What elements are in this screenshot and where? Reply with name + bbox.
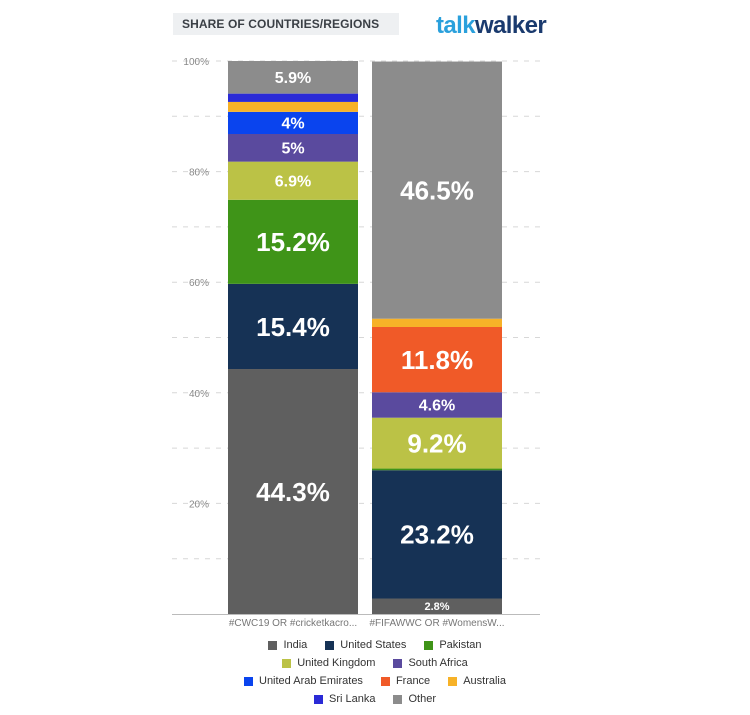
legend-label: Pakistan bbox=[439, 639, 482, 651]
legend-swatch bbox=[380, 676, 390, 686]
legend-label: South Africa bbox=[408, 657, 468, 669]
legend-item[interactable]: United Arab Emirates bbox=[244, 675, 363, 687]
y-tick-label: 80% bbox=[189, 168, 209, 179]
bar-segment bbox=[372, 470, 502, 599]
legend-item[interactable]: South Africa bbox=[393, 657, 468, 669]
data-label: 6.9% bbox=[275, 173, 311, 190]
bar-segment bbox=[372, 417, 502, 469]
bar-segment bbox=[372, 326, 502, 393]
legend-row: United Arab Emirates France Australia bbox=[0, 672, 750, 690]
legend-item[interactable]: India bbox=[268, 639, 307, 651]
legend-item[interactable]: Other bbox=[393, 693, 436, 705]
legend-item[interactable]: France bbox=[380, 675, 431, 687]
legend-row: United Kingdom South Africa bbox=[0, 654, 750, 672]
legend-item[interactable]: Pakistan bbox=[424, 639, 482, 651]
legend-swatch bbox=[393, 694, 403, 704]
chart-legend: India United States Pakistan United Kingdom… bbox=[0, 636, 750, 708]
bar-segment bbox=[228, 161, 358, 200]
logo-part-walker: walker bbox=[474, 12, 547, 39]
legend-label: France bbox=[395, 675, 431, 687]
legend-row: India United States Pakistan bbox=[0, 636, 750, 654]
logo-part-talk: talk bbox=[436, 12, 476, 39]
bar-segment bbox=[228, 101, 358, 112]
legend-label: Sri Lanka bbox=[329, 693, 376, 705]
bar-segment bbox=[228, 199, 358, 284]
y-tick-label: 60% bbox=[189, 278, 209, 289]
data-label: 9.2% bbox=[407, 428, 466, 458]
data-label: 5% bbox=[281, 141, 304, 158]
bar-segment bbox=[228, 283, 358, 370]
legend-item[interactable]: United States bbox=[325, 639, 406, 651]
bar-segment bbox=[372, 392, 502, 418]
stacked-bar-chart: 20% 40% 60% 80% 100% 44.3% 15.4% 15.2% 6.9% 5% 4% 5… bbox=[172, 57, 540, 629]
x-category-label: #FIFAWWC OR #WomensW... bbox=[369, 618, 504, 629]
legend-label: India bbox=[283, 639, 308, 651]
x-category-label: #CWC19 OR #cricketkacro... bbox=[229, 618, 357, 629]
y-tick-label: 100% bbox=[183, 57, 209, 68]
data-label: 11.8% bbox=[401, 345, 473, 375]
y-tick-label: 40% bbox=[189, 389, 209, 400]
legend-item[interactable]: Sri Lanka bbox=[314, 693, 375, 705]
bar-segment bbox=[372, 598, 502, 614]
bar-segment bbox=[228, 61, 358, 94]
legend-label: Other bbox=[408, 693, 436, 705]
data-label: 46.5% bbox=[400, 175, 474, 205]
legend-swatch bbox=[244, 676, 253, 686]
legend-swatch bbox=[325, 640, 335, 650]
data-label: 2.8% bbox=[424, 601, 449, 613]
legend-swatch bbox=[268, 640, 278, 650]
bar-segment bbox=[228, 93, 358, 102]
legend-label: United States bbox=[340, 639, 407, 651]
legend-label: Australia bbox=[463, 675, 506, 687]
data-label: 15.4% bbox=[256, 312, 330, 342]
data-label: 4% bbox=[281, 116, 304, 133]
legend-item[interactable]: Australia bbox=[448, 675, 506, 687]
data-label: 23.2% bbox=[400, 520, 474, 550]
legend-label: United Arab Emirates bbox=[259, 675, 363, 687]
bar-segment bbox=[228, 369, 358, 614]
legend-item[interactable]: United Kingdom bbox=[282, 657, 375, 669]
legend-swatch bbox=[424, 640, 434, 650]
bar-segment bbox=[372, 468, 502, 471]
chart-title-box: SHARE OF COUNTRIES/REGIONS bbox=[173, 13, 399, 35]
legend-label: United Kingdom bbox=[297, 657, 376, 669]
y-tick-label: 20% bbox=[189, 499, 209, 510]
bar-segment bbox=[372, 61, 502, 319]
chart-title: SHARE OF COUNTRIES/REGIONS bbox=[182, 17, 380, 31]
bar-segment bbox=[372, 318, 502, 327]
data-label: 44.3% bbox=[256, 477, 330, 507]
bar-segment bbox=[228, 133, 358, 162]
bar-segment bbox=[228, 111, 358, 134]
legend-swatch bbox=[282, 658, 292, 668]
legend-row: Sri Lanka Other bbox=[0, 690, 750, 708]
legend-swatch bbox=[393, 658, 403, 668]
talkwalker-logo: talkwalker bbox=[436, 12, 547, 40]
data-label: 4.6% bbox=[419, 398, 455, 415]
legend-swatch bbox=[448, 676, 458, 686]
data-label: 5.9% bbox=[275, 70, 311, 87]
data-label: 15.2% bbox=[256, 227, 330, 257]
legend-swatch bbox=[314, 694, 323, 704]
